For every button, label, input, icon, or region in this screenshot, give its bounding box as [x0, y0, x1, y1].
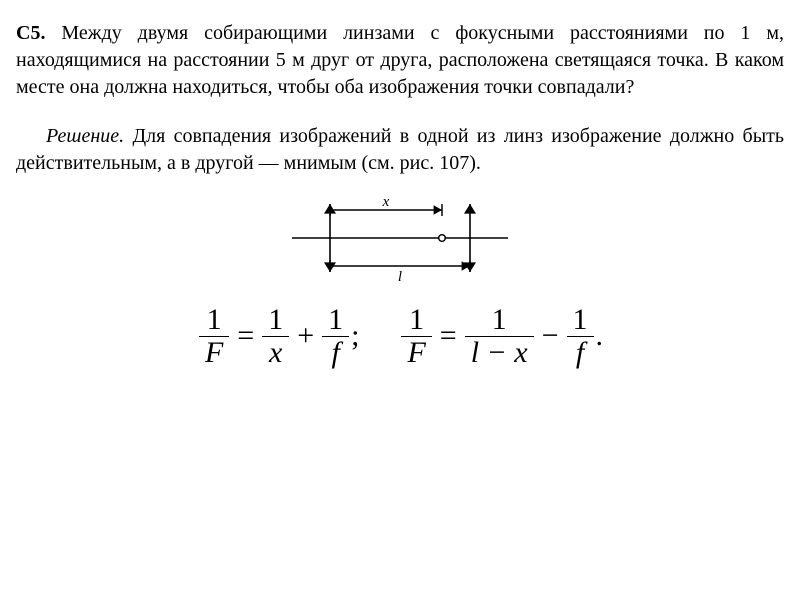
eq2-lhs-num: 1 — [401, 305, 431, 337]
equation-1: 1 F = 1 x + 1 f ; — [197, 305, 360, 368]
equations: 1 F = 1 x + 1 f ; 1 F = 1 l − x − 1 f . — [16, 305, 784, 368]
eq1-t1-den: x — [262, 337, 289, 368]
svg-text:l: l — [398, 269, 402, 281]
eq2-t2-den: f — [567, 337, 594, 368]
solution-paragraph: Решение. Для совпадения изображений в од… — [16, 123, 784, 177]
lens-diagram: xl — [280, 195, 520, 281]
eq1-lhs-den: F — [199, 337, 229, 368]
solution-label: Решение. — [46, 125, 124, 147]
solution-body: Для совпадения изображений в одной из ли… — [16, 125, 784, 174]
svg-text:x: x — [382, 195, 390, 210]
eq1-tail: ; — [351, 316, 359, 357]
eq2-t1-num: 1 — [465, 305, 534, 337]
eq1-op: + — [297, 316, 314, 357]
eq2-lhs-den: F — [401, 337, 431, 368]
problem-statement: С5. Между двумя собирающими линзами с фо… — [16, 20, 784, 101]
eq2-t1-den: l − x — [465, 337, 534, 368]
eq2-equals: = — [440, 316, 457, 357]
problem-body: Между двумя собирающими линзами с фокусн… — [16, 22, 784, 98]
equation-2: 1 F = 1 l − x − 1 f . — [399, 305, 603, 368]
figure: xl — [16, 195, 784, 289]
eq1-lhs-num: 1 — [199, 305, 229, 337]
problem-label: С5. — [16, 22, 45, 44]
eq1-equals: = — [237, 316, 254, 357]
eq2-t2-num: 1 — [567, 305, 594, 337]
eq1-t2-den: f — [322, 337, 349, 368]
eq2-op: − — [542, 316, 559, 357]
eq2-tail: . — [596, 316, 604, 357]
eq1-t2-num: 1 — [322, 305, 349, 337]
eq1-t1-num: 1 — [262, 305, 289, 337]
